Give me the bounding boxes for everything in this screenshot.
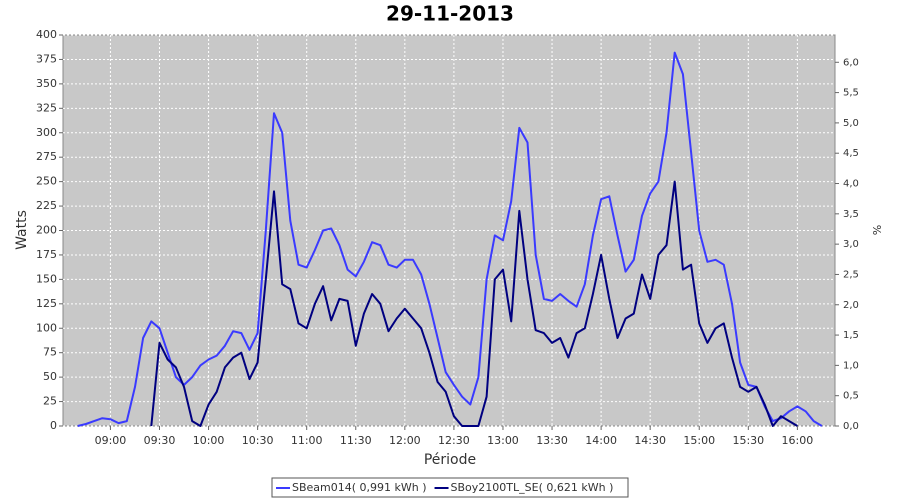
y-tick-label: 175 — [36, 248, 57, 261]
y-tick-label: 250 — [36, 175, 57, 188]
y-tick-label: 100 — [36, 321, 57, 334]
y-tick-label: 300 — [36, 126, 57, 139]
x-tick-label: 13:30 — [536, 434, 568, 447]
x-tick-label: 09:30 — [144, 434, 176, 447]
y-tick-label: 350 — [36, 77, 57, 90]
x-tick-label: 15:30 — [732, 434, 764, 447]
y-tick-label: 0 — [50, 419, 57, 432]
y-tick-label: 400 — [36, 28, 57, 41]
legend — [271, 477, 629, 498]
y2-tick-label: 2,0 — [843, 300, 859, 311]
y-tick-label: 375 — [36, 52, 57, 65]
y-tick-label: 325 — [36, 101, 57, 114]
x-tick-label: 15:00 — [683, 434, 715, 447]
y-tick-label: 225 — [36, 199, 57, 212]
x-tick-label: 10:30 — [242, 434, 274, 447]
y2-tick-label: 1,5 — [843, 330, 859, 341]
y-tick-label: 125 — [36, 297, 57, 310]
x-tick-label: 13:00 — [487, 434, 519, 447]
y2-tick-label: 4,5 — [843, 148, 859, 159]
y2-tick-label: 2,5 — [843, 269, 859, 280]
legend-label: SBoy2100TL_SE( 0,621 kWh ) — [451, 481, 614, 494]
y-tick-label: 50 — [43, 370, 57, 383]
y2-axis-label: % — [870, 225, 883, 235]
chart-title: 29-11-2013 — [386, 2, 514, 26]
y-tick-label: 200 — [36, 224, 57, 237]
series-line — [77, 51, 823, 427]
y2-tick-label: 3,0 — [843, 239, 859, 250]
y2-tick-label: 3,5 — [843, 209, 859, 220]
x-tick-label: 16:00 — [782, 434, 814, 447]
x-tick-label: 10:00 — [193, 434, 225, 447]
legend-label: SBeam014( 0,991 kWh ) — [292, 481, 427, 494]
y2-tick-label: 6,0 — [843, 57, 859, 68]
y2-tick-label: 1,0 — [843, 360, 859, 371]
series-line — [150, 180, 798, 427]
y2-tick-label: 5,5 — [843, 88, 859, 99]
y-tick-label: 150 — [36, 272, 57, 285]
x-axis-label: Période — [424, 452, 476, 468]
y2-tick-label: 0,0 — [843, 421, 859, 432]
x-tick-label: 11:30 — [340, 434, 372, 447]
y-tick-label: 75 — [43, 346, 57, 359]
x-tick-label: 11:00 — [291, 434, 323, 447]
y2-tick-label: 4,0 — [843, 179, 859, 190]
y-axis-label: Watts — [14, 210, 30, 250]
x-tick-label: 14:30 — [634, 434, 666, 447]
x-tick-label: 12:00 — [389, 434, 421, 447]
x-tick-label: 09:00 — [95, 434, 127, 447]
y-tick-label: 275 — [36, 150, 57, 163]
y-tick-label: 25 — [43, 395, 57, 408]
x-tick-label: 12:30 — [438, 434, 470, 447]
x-tick-label: 14:00 — [585, 434, 617, 447]
y2-tick-label: 5,0 — [843, 118, 859, 129]
y2-tick-label: 0,5 — [843, 391, 859, 402]
